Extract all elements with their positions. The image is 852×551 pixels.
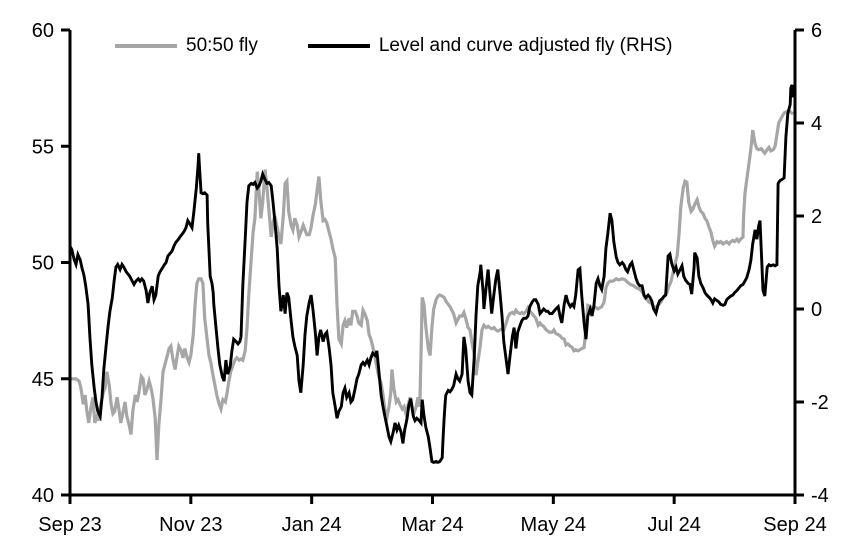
axes [68, 30, 797, 497]
x-axis: Sep 23 Nov 23 Jan 24 Mar 24 May 24 Jul 24 Sep … [38, 495, 827, 536]
gray-line-swatch [115, 44, 177, 48]
x-axis-tick-label: Jul 24 [647, 514, 700, 536]
line-series-0 [70, 108, 794, 461]
legend-label-level-curve-fly: Level and curve adjusted fly (RHS) [378, 35, 673, 56]
left-axis-tick-label: 45 [32, 369, 54, 391]
right-axis-tick-label: -4 [811, 485, 829, 507]
black-line-swatch [307, 44, 370, 48]
line-series-1 [68, 84, 795, 465]
left-axis-tick-label: 55 [32, 136, 54, 158]
right-axis-tick-label: 4 [811, 113, 822, 135]
legend-label-5050-fly: 50:50 fly [186, 35, 258, 56]
left-axis-tick-label: 60 [32, 20, 54, 42]
right-axis-tick-label: 2 [811, 206, 822, 228]
left-axis: 40 45 50 55 60 [32, 20, 70, 507]
legend-item-level-curve-fly: Level and curve adjusted fly (RHS) [307, 35, 673, 57]
x-axis-tick-label: Mar 24 [401, 514, 463, 536]
x-axis-tick-label: May 24 [521, 514, 587, 536]
x-axis-tick-label: Sep 23 [38, 514, 101, 536]
right-axis-tick-label: -2 [811, 392, 829, 414]
right-axis: -4 -2 0 2 4 6 [795, 20, 829, 507]
series-group [68, 84, 795, 465]
x-axis-tick-label: Jan 24 [282, 514, 342, 536]
right-axis-tick-label: 6 [811, 20, 822, 42]
right-axis-tick-label: 0 [811, 299, 822, 321]
left-axis-tick-label: 50 [32, 253, 54, 275]
legend-item-5050-fly: 50:50 fly [115, 35, 258, 57]
left-axis-tick-label: 40 [32, 485, 54, 507]
legend: 50:50 fly Level and curve adjusted fly (… [70, 33, 795, 59]
x-axis-tick-label: Nov 23 [159, 514, 222, 536]
x-axis-tick-label: Sep 24 [763, 514, 826, 536]
